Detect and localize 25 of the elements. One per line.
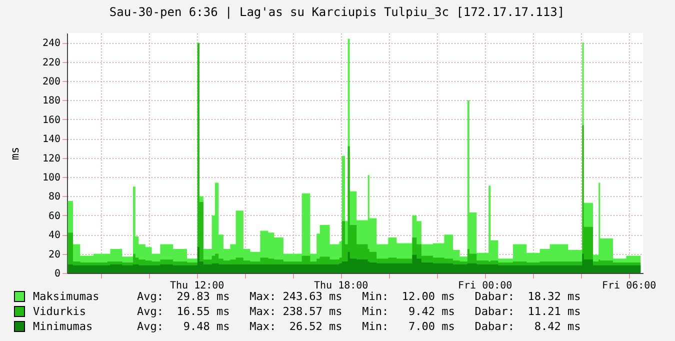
- x-tick-label: Thu 18:00: [314, 280, 368, 292]
- y-tick-label: 80: [48, 192, 60, 203]
- x-tick-label: Fri 06:00: [602, 280, 656, 292]
- y-tick-label: 200: [42, 76, 60, 88]
- y-tick-label: 240: [42, 38, 60, 50]
- legend-label: Minimumas: [33, 319, 94, 334]
- legend-label: Maksimumas: [33, 289, 100, 304]
- chart-title: Sau-30-pen 6:36 | Lag'as su Karciupis Tulpiu_3c [172.17.17.113]: [109, 5, 565, 19]
- text: Avg: 9.48 ms Max: 26.52 ms Min: 7.00 ms Dabar: 8.42 ms: [137, 319, 581, 334]
- y-tick-label: 60: [48, 210, 60, 222]
- y-tick-label: 140: [42, 134, 60, 146]
- y-tick-label: 40: [48, 230, 60, 242]
- y-axis-title: ms: [8, 146, 22, 160]
- y-tick-label: 180: [42, 96, 60, 107]
- legend-label: Vidurkis: [33, 304, 87, 319]
- y-tick-label: 0: [54, 268, 60, 280]
- text: Avg: 16.55 ms Max: 238.57 ms Min: 9.42 ms Dabar: 11.21 ms: [137, 304, 581, 319]
- y-tick-label: 20: [48, 249, 60, 260]
- x-tick-label: Thu 12:00: [170, 280, 224, 292]
- y-tick-label: 160: [42, 114, 60, 126]
- x-tick-label: Fri 00:00: [458, 280, 512, 292]
- y-tick-label: 120: [42, 153, 60, 164]
- text: Avg: 29.83 ms Max: 243.63 ms Min: 12.00 ms Dabar: 18.32 ms: [137, 289, 581, 304]
- y-tick-label: 220: [42, 57, 60, 68]
- y-tick-label: 100: [42, 172, 60, 184]
